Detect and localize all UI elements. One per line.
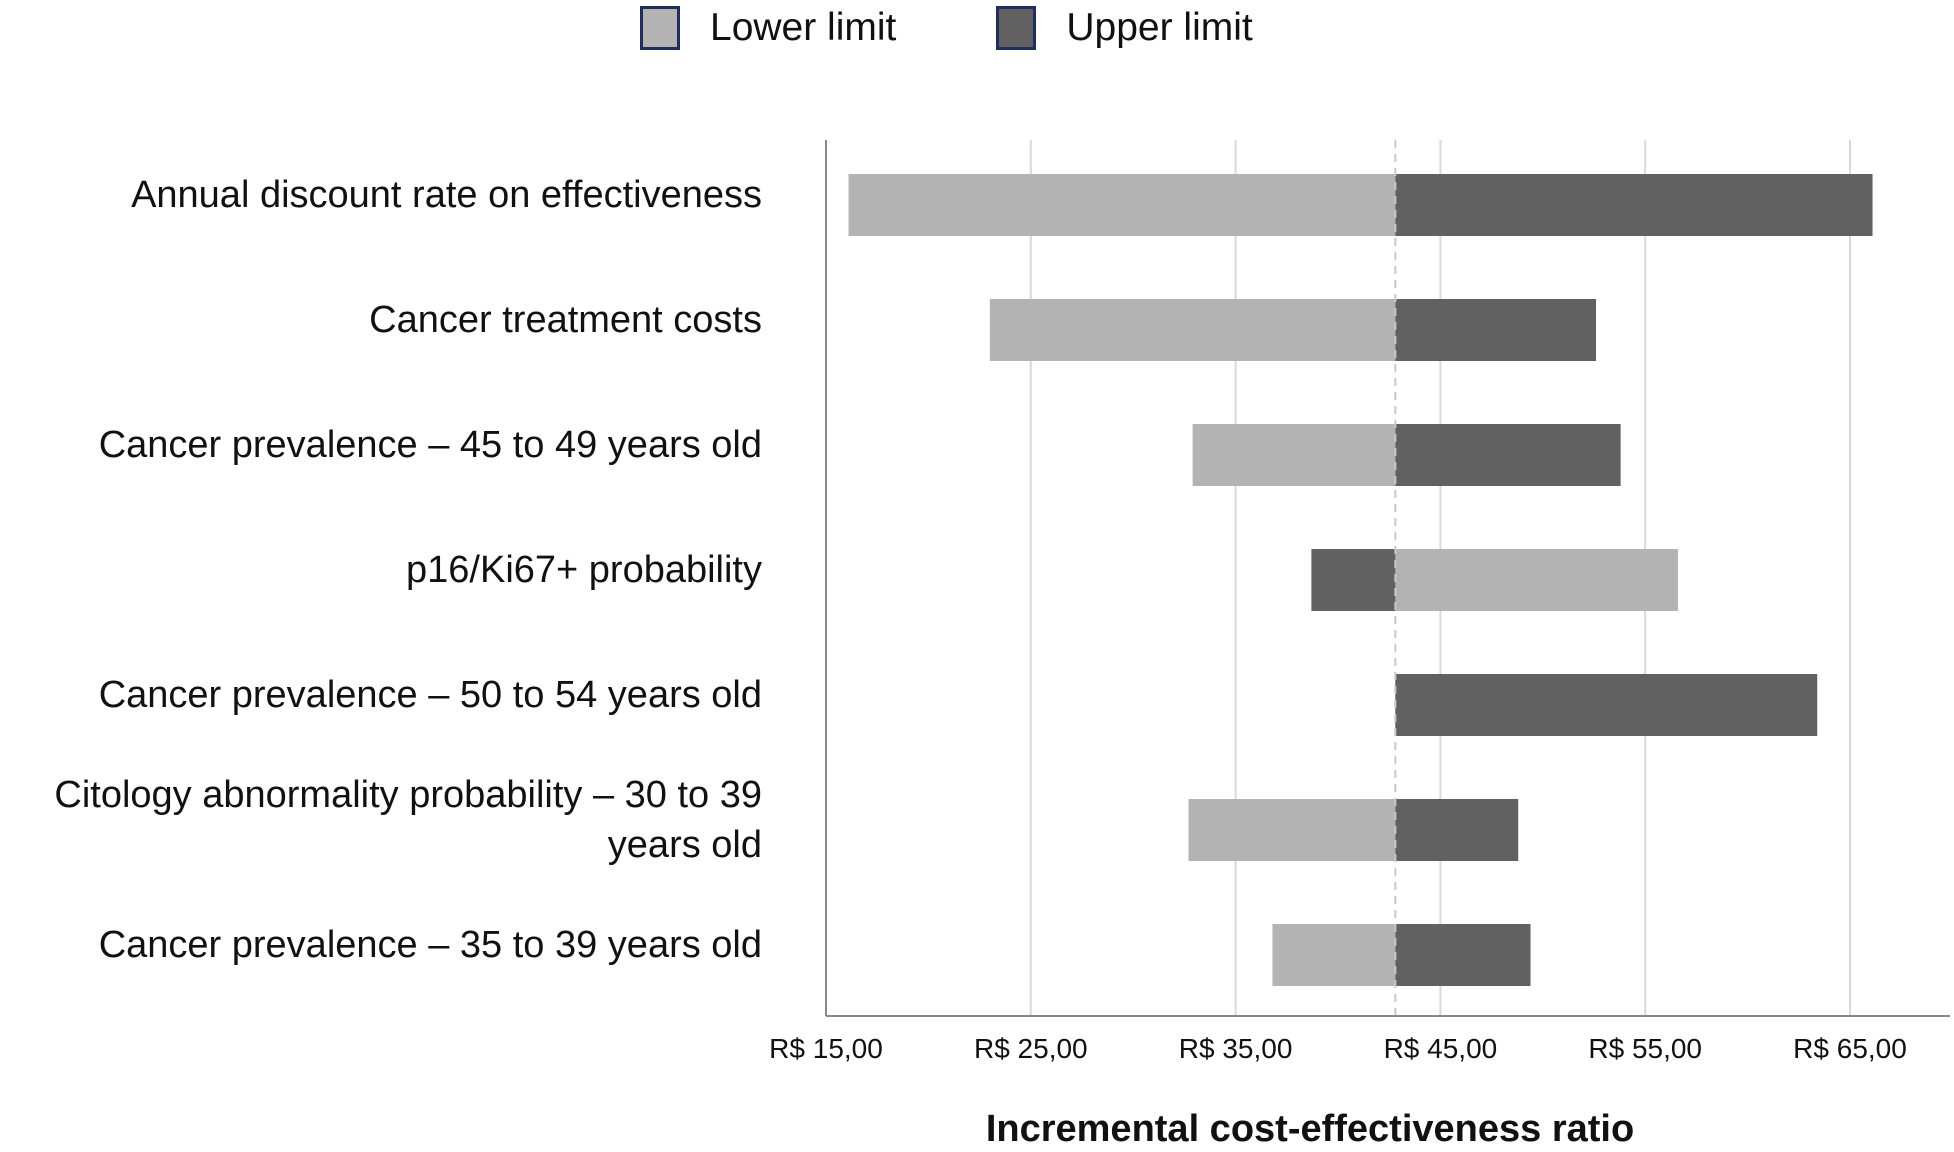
category-label-line: Citology abnormality probability – 30 to…: [54, 774, 762, 816]
legend-swatch-lower: [640, 6, 680, 50]
legend-swatch-upper: [996, 6, 1037, 50]
category-label-line: Cancer prevalence – 50 to 54 years old: [98, 674, 762, 716]
bar-lower-6: [1272, 924, 1396, 986]
category-label-line: Cancer treatment costs: [369, 299, 762, 341]
legend-label-lower: Lower limit: [710, 6, 897, 49]
x-tick-label: R$ 15,00: [769, 1033, 883, 1064]
category-label: Annual discount rate on effectiveness: [0, 170, 762, 220]
category-label: Cancer prevalence – 50 to 54 years old: [0, 670, 762, 720]
category-label: Citology abnormality probability – 30 to…: [0, 770, 762, 870]
bar-lower-5: [1188, 799, 1396, 861]
x-tick-label: R$ 65,00: [1793, 1033, 1907, 1064]
bar-upper-1: [1395, 299, 1597, 361]
category-label: p16/Ki67+ probability: [0, 545, 762, 595]
x-axis-title: Incremental cost-effectiveness ratio: [985, 1108, 1635, 1150]
category-label-line: Cancer prevalence – 35 to 39 years old: [98, 924, 762, 966]
category-label-line: Annual discount rate on effectiveness: [131, 174, 762, 216]
legend-item-lower: Lower limit: [640, 6, 896, 50]
legend-label-upper: Upper limit: [1066, 6, 1253, 49]
category-label-line: Cancer prevalence – 45 to 49 years old: [98, 424, 762, 466]
x-tick-label: R$ 45,00: [1383, 1033, 1498, 1064]
x-tick-label: R$ 55,00: [1588, 1033, 1703, 1064]
bar-upper-5: [1395, 799, 1519, 861]
legend-item-upper: Upper limit: [996, 6, 1253, 50]
category-label: Cancer prevalence – 35 to 39 years old: [0, 920, 762, 970]
bar-lower-2: [1192, 424, 1396, 486]
category-label: Cancer treatment costs: [0, 295, 762, 345]
x-tick-label: R$ 25,00: [973, 1033, 1088, 1064]
bar-lower-3: [1395, 549, 1678, 611]
bar-upper-2: [1395, 424, 1621, 486]
bar-lower-0: [848, 174, 1396, 236]
x-tick-label: R$ 35,00: [1178, 1033, 1293, 1064]
bar-upper-4: [1395, 674, 1818, 736]
bar-lower-1: [989, 299, 1396, 361]
bar-upper-0: [1395, 174, 1873, 236]
legend: Lower limit Upper limit: [640, 6, 1353, 50]
category-label: Cancer prevalence – 45 to 49 years old: [0, 420, 762, 470]
bar-upper-3: [1311, 549, 1396, 611]
bar-upper-6: [1395, 924, 1531, 986]
category-label-line: years old: [607, 824, 762, 866]
category-label-line: p16/Ki67+ probability: [406, 549, 762, 591]
